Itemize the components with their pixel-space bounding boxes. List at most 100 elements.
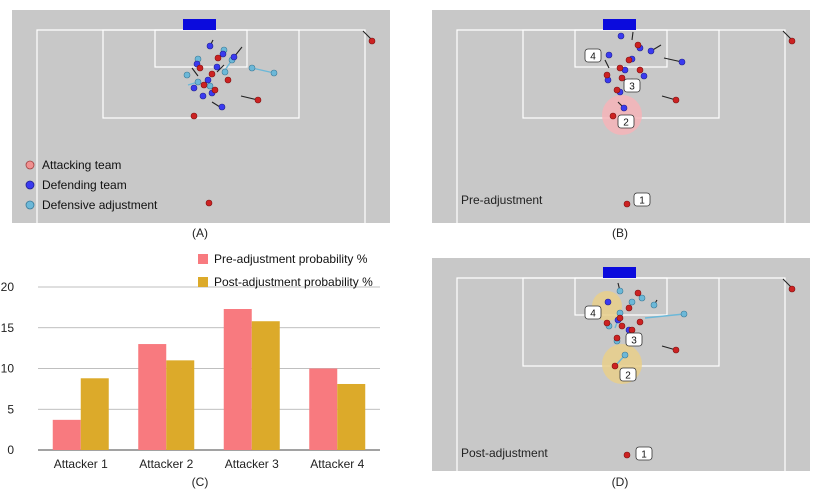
attacker-marker	[636, 66, 644, 74]
attacker-marker	[200, 81, 208, 89]
adjustment-marker	[221, 68, 229, 76]
y-tick-label: 20	[1, 280, 15, 294]
attacker-marker	[636, 318, 644, 326]
pre-adjustment-label: Pre-adjustment	[461, 193, 543, 207]
defender-marker	[218, 103, 226, 111]
x-tick-label: Attacker 1	[54, 457, 108, 471]
attacker-marker	[609, 112, 617, 120]
post-swatch-icon	[198, 277, 208, 287]
attacker-marker	[196, 64, 204, 72]
legend-pre-label: Pre-adjustment probability %	[214, 252, 368, 266]
marker-label-1: 1	[639, 196, 645, 207]
marker-label-2: 2	[625, 371, 631, 382]
attacker-marker	[672, 96, 680, 104]
pre-bar	[52, 419, 81, 450]
post-bar	[251, 321, 280, 450]
attacker-marker	[368, 37, 376, 45]
x-tick-label: Attacker 4	[310, 457, 364, 471]
pitch-background	[12, 10, 390, 223]
adjustment-marker	[628, 298, 636, 306]
adjustment-marker	[183, 71, 191, 79]
defender-marker	[199, 92, 207, 100]
pitch-panel-a	[12, 10, 390, 223]
attacker-marker	[618, 74, 626, 82]
direction-line	[631, 31, 634, 41]
attacker-marker	[788, 285, 796, 293]
attacker-marker	[611, 362, 619, 370]
attacker-marker	[205, 199, 213, 207]
y-tick-label: 10	[1, 362, 15, 376]
defender-marker	[204, 76, 212, 84]
marker-label-box	[623, 78, 641, 93]
legend-post-probability: Post-adjustment probability %	[198, 275, 373, 289]
y-tick-label: 5	[7, 402, 14, 416]
attacking-dot-icon	[25, 160, 35, 170]
defender-marker	[640, 72, 648, 80]
attacker-marker	[214, 54, 222, 62]
legend-adjustment-label: Defensive adjustment	[42, 198, 158, 212]
direction-line	[211, 101, 221, 108]
chart-y-ticks: 0 5 10 15 20	[1, 280, 15, 457]
adjustment-marker	[680, 310, 688, 318]
attacker-marker	[211, 86, 219, 94]
marker-label-box	[633, 192, 651, 207]
attacker-marker	[672, 346, 680, 354]
marker-label-box	[625, 332, 643, 347]
adjustment-marker	[621, 351, 629, 359]
x-tick-label: Attacker 3	[225, 457, 279, 471]
marker-label-4: 4	[590, 309, 596, 320]
legend-attacking: Attacking team	[24, 158, 121, 172]
attacker-marker	[613, 86, 621, 94]
defender-marker	[647, 47, 655, 55]
pre-bar	[309, 368, 338, 450]
attacker-marker	[603, 71, 611, 79]
post-bar	[337, 383, 366, 450]
adjustment-marker	[638, 294, 646, 302]
adjustment-marker	[270, 69, 278, 77]
direction-line	[782, 278, 792, 288]
defender-marker	[230, 53, 238, 61]
adjustment-marker	[650, 301, 658, 309]
goal	[603, 267, 636, 278]
defender-marker	[219, 50, 227, 58]
marker-label-box	[619, 367, 637, 382]
defender-marker	[678, 58, 686, 66]
attacker-marker	[613, 334, 621, 342]
adjustment-line	[644, 313, 685, 319]
adjustment-marker	[248, 64, 256, 72]
adjustment-marker	[206, 82, 214, 90]
legend-adjustment: Defensive adjustment	[24, 198, 157, 212]
attacker-marker	[634, 289, 642, 297]
legend-post-label: Post-adjustment probability %	[214, 275, 373, 289]
marker-label-box	[584, 48, 602, 63]
direction-line	[362, 30, 372, 40]
goal	[603, 19, 636, 30]
caption-d: (D)	[611, 475, 629, 489]
direction-line	[782, 30, 792, 40]
y-tick-label: 15	[1, 321, 15, 335]
post-bar	[166, 360, 195, 450]
attacker-marker	[603, 319, 611, 327]
caption-b: (B)	[612, 226, 628, 240]
attacker-marker	[618, 322, 626, 330]
defender-marker	[604, 298, 612, 306]
direction-line	[216, 64, 225, 73]
pitch-panel-b: 4 3 2 1	[432, 10, 810, 223]
marker-label-1: 1	[641, 450, 647, 461]
x-tick-label: Attacker 2	[139, 457, 193, 471]
direction-line	[604, 59, 610, 69]
defending-dot-icon	[25, 180, 35, 190]
attacker-marker	[254, 96, 262, 104]
legend-defending-label: Defending team	[42, 178, 127, 192]
adjustment-line	[251, 67, 275, 74]
marker-label-box	[635, 446, 653, 461]
attacker-marker	[625, 304, 633, 312]
legend-pre-probability: Pre-adjustment probability %	[198, 252, 367, 266]
pre-bar	[223, 309, 252, 450]
marker-label-box	[584, 305, 602, 320]
post-adjustment-label: Post-adjustment	[461, 446, 548, 460]
marker-label-3: 3	[631, 336, 637, 347]
marker-label-box	[617, 114, 635, 129]
pitch-panel-d: 4 3 2 1	[432, 258, 810, 471]
